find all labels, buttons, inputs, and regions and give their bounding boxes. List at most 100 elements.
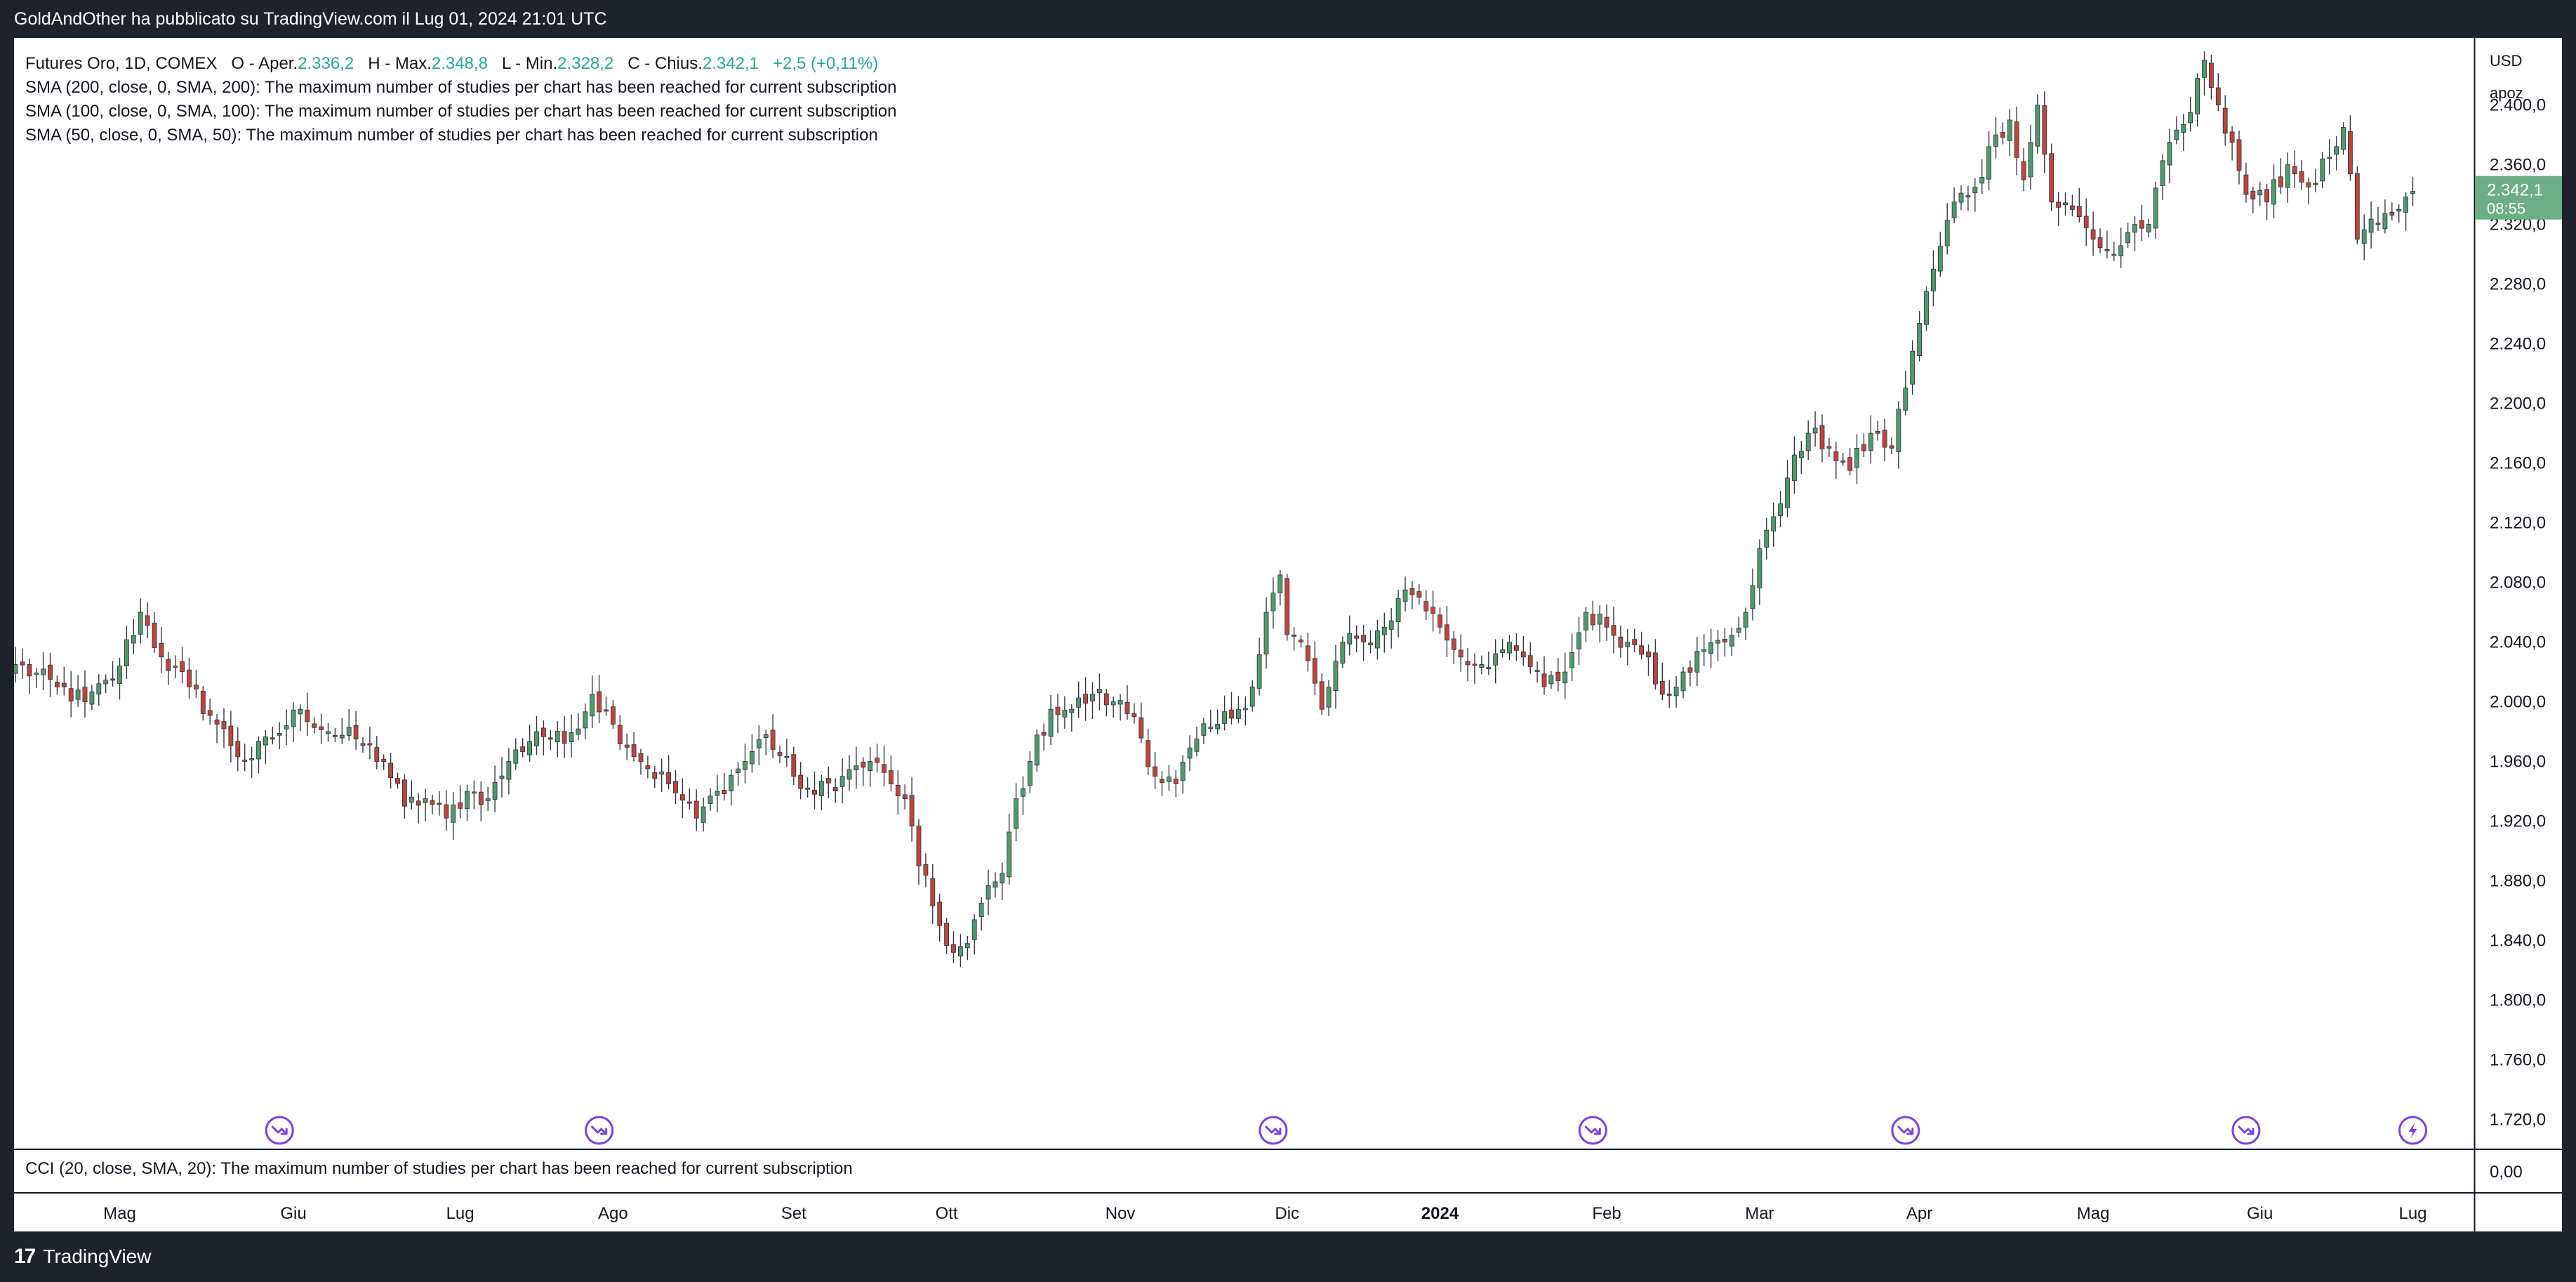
cci-study-label[interactable]: CCI (20, close, SMA, 20): The maximum nu… — [25, 1159, 853, 1178]
candle — [124, 626, 129, 680]
candle — [48, 652, 53, 697]
legend-study-sma100[interactable]: SMA (100, close, 0, SMA, 100): The maxim… — [25, 102, 897, 121]
price-tick-label: 2.400,0 — [2490, 96, 2546, 115]
event-bolt-icon[interactable] — [2398, 1116, 2427, 1145]
candle — [562, 715, 567, 758]
candle — [249, 746, 255, 779]
last-price-value: 2.342,1 — [2487, 181, 2543, 200]
candle — [61, 666, 67, 696]
candle — [1409, 581, 1415, 609]
candle — [743, 744, 748, 784]
candle — [729, 769, 734, 806]
candle — [180, 647, 185, 684]
candle — [221, 708, 227, 748]
candle — [2229, 126, 2235, 161]
candle — [944, 918, 949, 954]
candle — [2243, 162, 2249, 203]
event-arrow-icon[interactable] — [1578, 1116, 1607, 1145]
candle — [1958, 185, 1964, 211]
event-arrow-icon[interactable] — [265, 1116, 294, 1145]
candle — [604, 696, 609, 716]
candle — [499, 757, 505, 798]
candle — [1493, 639, 1499, 684]
publish-info-bar: GoldAndOther ha pubblicato su TradingVie… — [0, 0, 2576, 38]
candle — [882, 745, 887, 787]
event-arrow-icon[interactable] — [2231, 1116, 2261, 1145]
candle — [992, 872, 998, 898]
candle — [1103, 689, 1109, 717]
candle — [1569, 633, 1575, 681]
candle — [193, 670, 199, 698]
price-tick-label: 1.880,0 — [2490, 872, 2546, 891]
candle — [423, 788, 428, 822]
event-arrow-icon[interactable] — [585, 1116, 614, 1145]
candle — [2167, 128, 2172, 183]
candle — [1680, 666, 1686, 699]
event-arrow-icon[interactable] — [1259, 1116, 1288, 1145]
candle — [2104, 230, 2110, 259]
candle — [2396, 204, 2402, 223]
candle — [2389, 202, 2395, 221]
candle — [611, 699, 616, 729]
candle — [1146, 729, 1151, 775]
candle — [2035, 94, 2040, 154]
legend-study-sma50[interactable]: SMA (50, close, 0, SMA, 50): The maximum… — [25, 126, 878, 145]
legend-study-sma200[interactable]: SMA (200, close, 0, SMA, 200): The maxim… — [25, 78, 897, 97]
candle — [895, 770, 901, 815]
candle — [1507, 635, 1512, 661]
candle — [1632, 628, 1638, 652]
price-chart[interactable]: 1.720,0 1.760,0 1.800,0 1.840,0 1.880,0 1.920… — [14, 38, 2562, 1231]
candle — [395, 772, 400, 789]
candle — [1868, 415, 1873, 464]
candle — [27, 659, 32, 694]
price-tick-label: 2.040,0 — [2490, 633, 2546, 652]
candle — [971, 914, 977, 955]
legend-change: +2,5 (+0,11%) — [773, 54, 879, 73]
candle — [152, 612, 157, 653]
legend-ohlc: Futures Oro, 1D, COMEX O - Aper.2.336,2 … — [25, 52, 896, 76]
candle — [2188, 96, 2193, 132]
candle — [458, 785, 463, 819]
candle — [1791, 436, 1797, 494]
candle — [624, 733, 630, 760]
time-tick-label: Dic — [1275, 1204, 1299, 1223]
currency-label[interactable]: USD — [2490, 52, 2522, 70]
candle — [103, 674, 109, 694]
candle — [1000, 862, 1005, 900]
candle — [2014, 106, 2019, 176]
candle — [1256, 637, 1262, 696]
candle — [686, 788, 692, 810]
candle — [242, 744, 248, 772]
candle — [1340, 636, 1346, 668]
candle — [1534, 661, 1540, 683]
candle — [1110, 696, 1116, 718]
candle — [138, 598, 143, 644]
candle — [492, 765, 498, 812]
candle — [1882, 418, 1887, 461]
candle — [701, 797, 706, 832]
candle — [1354, 625, 1360, 653]
candle — [1236, 696, 1241, 724]
price-tick-label: 1.720,0 — [2490, 1111, 2546, 1130]
candle — [784, 738, 790, 767]
candle — [1263, 597, 1269, 669]
candle — [2264, 184, 2270, 220]
event-arrow-icon[interactable] — [1891, 1116, 1920, 1145]
candle — [902, 784, 908, 810]
publish-line: GoldAndOther ha pubblicato su TradingVie… — [14, 9, 607, 29]
candle — [2202, 51, 2207, 96]
candle — [444, 790, 449, 831]
candle — [875, 744, 879, 773]
candle — [1222, 695, 1227, 731]
candle — [2007, 109, 2012, 156]
candle — [2083, 198, 2089, 246]
chart-legend: Futures Oro, 1D, COMEX O - Aper.2.336,2 … — [25, 52, 896, 147]
scale-mode-label[interactable]: apoz — [2490, 84, 2523, 102]
candle — [2278, 158, 2283, 194]
chart-panel[interactable]: 1.720,0 1.760,0 1.800,0 1.840,0 1.880,0 1.920… — [14, 38, 2562, 1231]
candle — [1472, 653, 1478, 684]
candle — [1833, 442, 1839, 479]
candle — [1284, 574, 1290, 641]
candle — [798, 762, 804, 800]
candle — [569, 714, 574, 758]
